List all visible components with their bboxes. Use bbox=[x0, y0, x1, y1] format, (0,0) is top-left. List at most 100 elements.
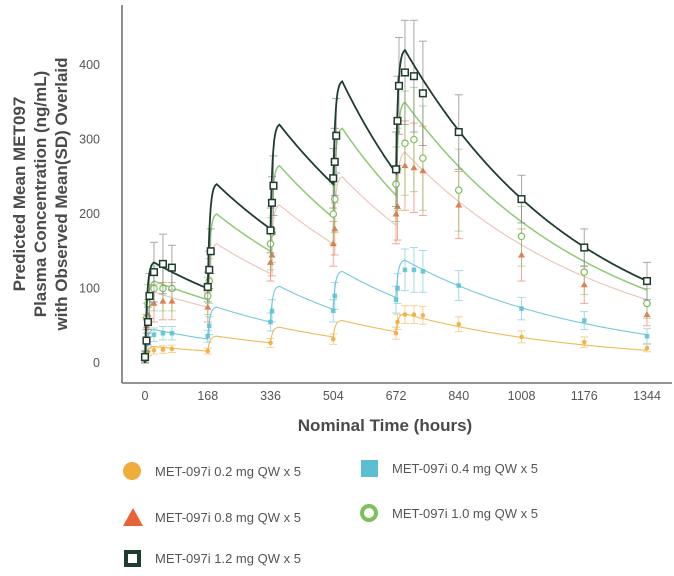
observed-point bbox=[205, 265, 214, 274]
observed-point bbox=[395, 286, 400, 291]
observed-point bbox=[517, 195, 526, 204]
observed-point bbox=[268, 340, 273, 346]
observed-point bbox=[169, 330, 175, 336]
observed-point bbox=[140, 352, 150, 362]
observed-point bbox=[329, 174, 338, 183]
observed-point bbox=[151, 332, 157, 337]
observed-point bbox=[268, 319, 273, 325]
series-met-097i-0-4-mg-qw-x-5 bbox=[141, 247, 651, 364]
y-ticks: 0 100 200 300 400 bbox=[79, 58, 100, 370]
observed-point bbox=[203, 282, 212, 292]
observed-point bbox=[519, 334, 524, 340]
observed-point bbox=[420, 313, 426, 318]
series-met-097i-1-2-mg-qw-x-5 bbox=[140, 19, 652, 364]
x-tick-label: 504 bbox=[323, 389, 344, 403]
legend-label: MET-097i 0.8 mg QW x 5 bbox=[155, 509, 301, 525]
legend-label: MET-097i 0.4 mg QW x 5 bbox=[392, 461, 538, 476]
y-tick-label: 0 bbox=[93, 356, 100, 370]
observed-point bbox=[454, 186, 463, 194]
observed-point bbox=[401, 139, 409, 148]
series-layer bbox=[140, 19, 652, 364]
x-tick-label: 840 bbox=[448, 389, 469, 403]
observed-point bbox=[420, 269, 426, 274]
observed-point bbox=[456, 321, 462, 327]
observed-point bbox=[330, 308, 336, 314]
observed-point bbox=[160, 347, 166, 352]
observed-point bbox=[158, 259, 167, 268]
observed-point bbox=[393, 297, 399, 302]
observed-point bbox=[581, 339, 587, 345]
observed-point bbox=[400, 68, 410, 77]
observed-point bbox=[391, 165, 401, 174]
series-met-097i-0-2-mg-qw-x-5 bbox=[141, 305, 651, 364]
x-tick-label: 1344 bbox=[633, 389, 661, 403]
observed-point bbox=[642, 277, 652, 286]
observed-point bbox=[393, 330, 399, 336]
y-axis-label: Predicted Mean MET097 Plasma Concentrati… bbox=[10, 57, 71, 331]
x-tick-label: 336 bbox=[260, 389, 281, 403]
observed-point bbox=[517, 232, 526, 241]
observed-point bbox=[402, 267, 408, 273]
observed-point bbox=[206, 323, 212, 329]
observed-point bbox=[580, 243, 589, 252]
observed-point bbox=[206, 247, 215, 256]
legend-label: MET-097i 1.2 mg QW x 5 bbox=[155, 551, 301, 566]
x-tick-label: 1008 bbox=[508, 389, 536, 403]
observed-point bbox=[411, 267, 417, 273]
observed-point bbox=[151, 348, 157, 353]
observed-point bbox=[330, 336, 336, 342]
observed-point bbox=[143, 317, 153, 327]
observed-point bbox=[167, 263, 176, 272]
observed-point bbox=[169, 346, 175, 352]
y-tick-label: 300 bbox=[79, 133, 100, 147]
legend-label: MET-097i 1.0 mg QW x 5 bbox=[392, 505, 538, 521]
observed-point bbox=[393, 116, 402, 125]
x-tick-label: 0 bbox=[142, 389, 149, 403]
observed-point bbox=[644, 333, 650, 339]
x-tick-label: 672 bbox=[386, 389, 407, 403]
observed-point bbox=[330, 195, 339, 203]
y-axis-label-line-2: Plasma Concentration (ng/mL) bbox=[31, 71, 50, 318]
triangle-marker-icon bbox=[123, 508, 143, 526]
legend-item-0-4mg[interactable]: MET-097i 0.4 mg QW x 5 bbox=[361, 460, 538, 477]
y-axis-label-line-1: Predicted Mean MET097 bbox=[10, 97, 29, 292]
x-ticks: 0 168 336 504 672 840 1008 1176 1344 bbox=[142, 389, 661, 403]
legend-item-0-8mg[interactable]: MET-097i 0.8 mg QW x 5 bbox=[123, 508, 301, 526]
observed-point bbox=[454, 128, 463, 137]
open-circle-marker-icon bbox=[360, 504, 378, 522]
x-tick-label: 168 bbox=[197, 389, 218, 403]
legend-item-1-2mg[interactable]: MET-097i 1.2 mg QW x 5 bbox=[124, 550, 301, 567]
y-tick-label: 200 bbox=[79, 207, 100, 221]
observed-point bbox=[581, 318, 587, 323]
x-tick-label: 1176 bbox=[571, 389, 598, 403]
legend-item-0-2mg[interactable]: MET-097i 0.2 mg QW x 5 bbox=[123, 462, 301, 480]
observed-point bbox=[329, 210, 338, 218]
observed-point bbox=[142, 336, 151, 345]
observed-point bbox=[332, 293, 338, 299]
y-tick-label: 100 bbox=[79, 282, 100, 296]
observed-point bbox=[402, 312, 408, 317]
observed-point bbox=[145, 291, 154, 300]
observed-point bbox=[332, 131, 341, 140]
observed-point bbox=[411, 312, 417, 317]
legend-label: MET-097i 0.2 mg QW x 5 bbox=[155, 463, 301, 479]
observed-point bbox=[580, 268, 589, 276]
observed-point bbox=[418, 89, 427, 98]
observed-point bbox=[519, 306, 524, 311]
observed-point bbox=[160, 330, 166, 336]
y-tick-label: 400 bbox=[79, 58, 100, 72]
observed-point bbox=[269, 308, 275, 314]
square-marker-icon bbox=[361, 460, 378, 477]
observed-point bbox=[266, 226, 275, 235]
observed-point bbox=[269, 181, 278, 190]
legend-item-1-0mg[interactable]: MET-097i 1.0 mg QW x 5 bbox=[360, 504, 538, 522]
observed-point bbox=[419, 154, 427, 162]
observed-point bbox=[144, 299, 152, 308]
open-square-marker-icon bbox=[124, 550, 141, 567]
y-axis-label-line-3: with Observed Mean(SD) Overlaid bbox=[52, 57, 71, 331]
observed-point bbox=[395, 319, 400, 325]
observed-point bbox=[330, 157, 339, 166]
observed-point bbox=[205, 348, 211, 354]
